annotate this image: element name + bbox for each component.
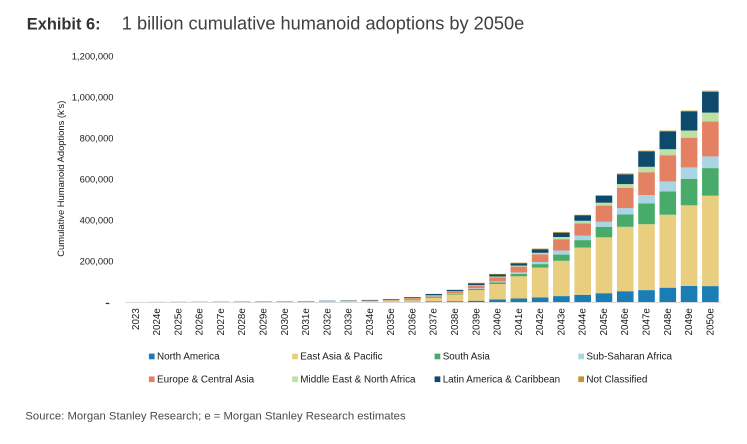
svg-text:2044e: 2044e xyxy=(578,308,589,336)
svg-text:2033e: 2033e xyxy=(344,308,355,336)
svg-text:Exhibit 6:: Exhibit 6: xyxy=(27,15,101,33)
svg-text:South Asia: South Asia xyxy=(443,352,491,363)
svg-text:800,000: 800,000 xyxy=(80,133,114,144)
svg-text:2039e: 2039e xyxy=(471,308,482,336)
svg-text:2037e: 2037e xyxy=(429,308,440,336)
svg-text:2043e: 2043e xyxy=(556,308,567,336)
svg-text:2032e: 2032e xyxy=(322,308,333,336)
svg-text:2023: 2023 xyxy=(131,308,142,330)
svg-text:2030e: 2030e xyxy=(280,308,291,336)
svg-text:2046e: 2046e xyxy=(620,308,631,336)
svg-text:2034e: 2034e xyxy=(365,308,376,336)
svg-text:East Asia & Pacific: East Asia & Pacific xyxy=(300,352,382,363)
svg-text:2024e: 2024e xyxy=(152,308,163,336)
svg-text:Sub-Saharan Africa: Sub-Saharan Africa xyxy=(586,352,672,363)
svg-text:Latin America & Caribbean: Latin America & Caribbean xyxy=(443,374,560,385)
svg-text:North America: North America xyxy=(157,352,220,363)
svg-text:Cumulative Humanoid Adoptions: Cumulative Humanoid Adoptions (k's) xyxy=(55,101,66,257)
svg-text:2027e: 2027e xyxy=(216,308,227,336)
svg-text:2047e: 2047e xyxy=(642,308,653,336)
svg-text:2029e: 2029e xyxy=(258,308,269,336)
svg-text:2040e: 2040e xyxy=(493,308,504,336)
svg-text:Source: Morgan Stanley Researc: Source: Morgan Stanley Research; e = Mor… xyxy=(25,411,406,423)
svg-text:2045e: 2045e xyxy=(599,308,610,336)
svg-text:2031e: 2031e xyxy=(301,308,312,336)
svg-text:2049e: 2049e xyxy=(684,308,695,336)
svg-text:2050e: 2050e xyxy=(705,308,716,336)
svg-text:1,000,000: 1,000,000 xyxy=(72,92,114,103)
svg-text:1,200,000: 1,200,000 xyxy=(72,51,114,62)
svg-text:Not Classified: Not Classified xyxy=(586,374,647,385)
svg-text:Middle East & North Africa: Middle East & North Africa xyxy=(300,374,416,385)
svg-text:200,000: 200,000 xyxy=(80,255,114,266)
svg-text:2042e: 2042e xyxy=(535,308,546,336)
svg-text:2028e: 2028e xyxy=(237,308,248,336)
svg-text:2048e: 2048e xyxy=(663,308,674,336)
svg-text:400,000: 400,000 xyxy=(80,214,114,225)
svg-text:2041e: 2041e xyxy=(514,308,525,336)
svg-text:2035e: 2035e xyxy=(386,308,397,336)
svg-text:2036e: 2036e xyxy=(407,308,418,336)
svg-text:600,000: 600,000 xyxy=(80,174,114,185)
svg-text:Europe & Central Asia: Europe & Central Asia xyxy=(157,374,255,385)
svg-text:1 billion cumulative humanoid: 1 billion cumulative humanoid adoptions … xyxy=(122,13,524,33)
svg-text:2026e: 2026e xyxy=(195,308,206,336)
svg-text:2025e: 2025e xyxy=(173,308,184,336)
svg-text:2038e: 2038e xyxy=(450,308,461,336)
